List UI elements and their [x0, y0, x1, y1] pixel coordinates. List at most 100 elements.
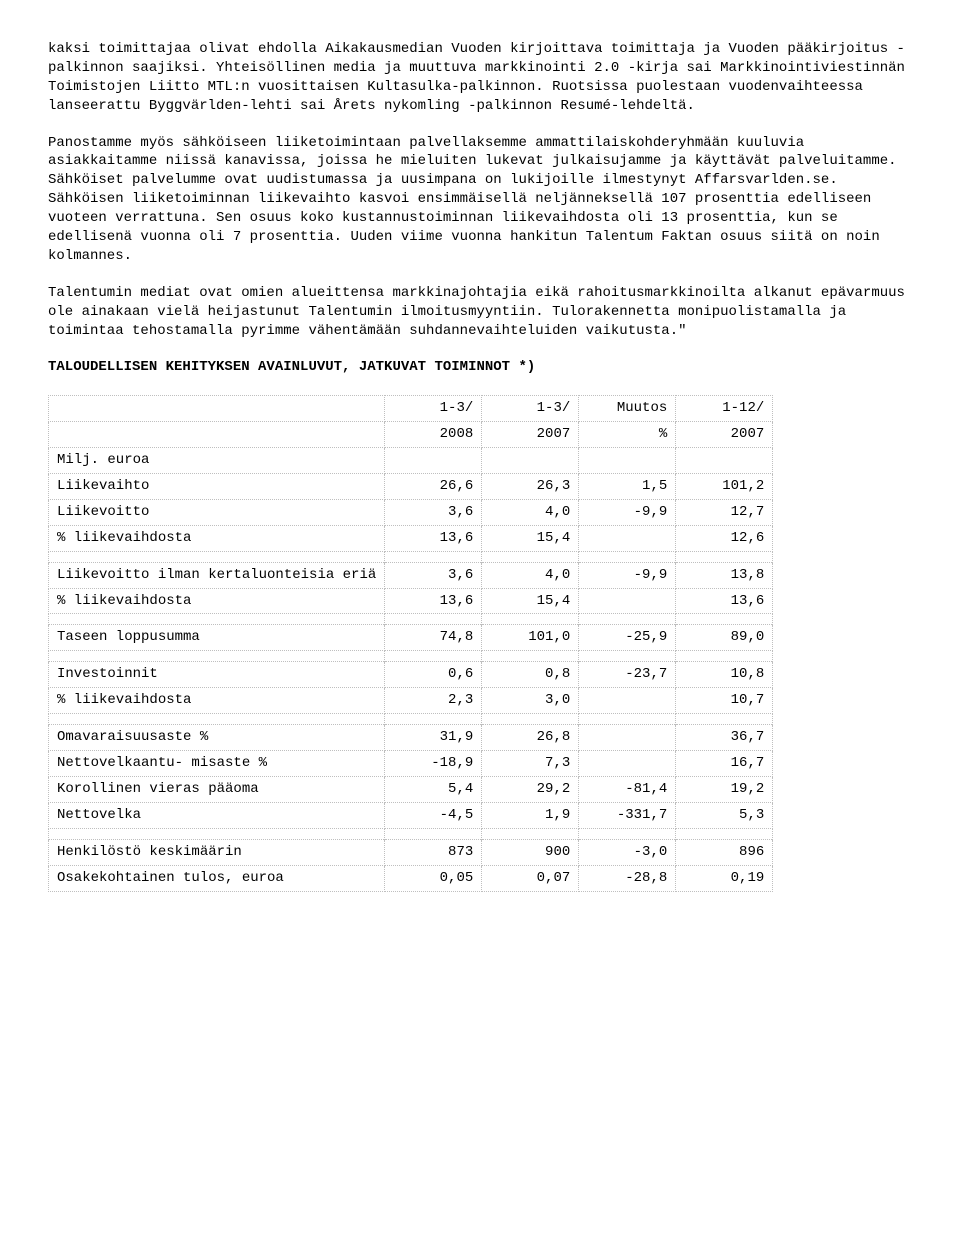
row-val: 3,0 [482, 688, 579, 714]
table-spacer [49, 651, 773, 662]
row-val [676, 448, 773, 474]
table-row: Nettovelkaantu- misaste % -18,9 7,3 16,7 [49, 751, 773, 777]
row-val: 2,3 [385, 688, 482, 714]
row-val: 13,6 [385, 525, 482, 551]
row-val: 896 [676, 839, 773, 865]
row-label: Nettovelkaantu- misaste % [49, 751, 385, 777]
row-val: 0,8 [482, 662, 579, 688]
row-val: 29,2 [482, 776, 579, 802]
table-title: TALOUDELLISEN KEHITYKSEN AVAINLUVUT, JAT… [48, 358, 912, 377]
header-blank-2 [49, 422, 385, 448]
row-val [482, 448, 579, 474]
table-row: Henkilöstö keskimäärin 873 900 -3,0 896 [49, 839, 773, 865]
row-val: 13,6 [676, 588, 773, 614]
row-val: 12,6 [676, 525, 773, 551]
row-label: Omavaraisuusaste % [49, 725, 385, 751]
table-row: % liikevaihdosta 13,6 15,4 13,6 [49, 588, 773, 614]
row-val: 101,0 [482, 625, 579, 651]
row-val: 16,7 [676, 751, 773, 777]
header-col3a: Muutos [579, 396, 676, 422]
row-val: 0,05 [385, 865, 482, 891]
row-val: -9,9 [579, 562, 676, 588]
row-label: % liikevaihdosta [49, 525, 385, 551]
table-row: Investoinnit 0,6 0,8 -23,7 10,8 [49, 662, 773, 688]
header-col3b: % [579, 422, 676, 448]
row-val [579, 751, 676, 777]
row-val [579, 688, 676, 714]
row-label: Osakekohtainen tulos, euroa [49, 865, 385, 891]
row-val: 1,5 [579, 474, 676, 500]
header-col1b: 2008 [385, 422, 482, 448]
row-val: -25,9 [579, 625, 676, 651]
row-val: -331,7 [579, 802, 676, 828]
row-val: 4,0 [482, 499, 579, 525]
row-val: 0,6 [385, 662, 482, 688]
row-val: 0,07 [482, 865, 579, 891]
header-col4b: 2007 [676, 422, 773, 448]
row-val: 15,4 [482, 525, 579, 551]
row-val: 19,2 [676, 776, 773, 802]
row-val: 13,8 [676, 562, 773, 588]
row-val: -28,8 [579, 865, 676, 891]
table-header-row-2: 2008 2007 % 2007 [49, 422, 773, 448]
table-row: Omavaraisuusaste % 31,9 26,8 36,7 [49, 725, 773, 751]
row-val: 10,8 [676, 662, 773, 688]
row-val: 74,8 [385, 625, 482, 651]
row-val: 10,7 [676, 688, 773, 714]
row-val: -18,9 [385, 751, 482, 777]
row-val: 900 [482, 839, 579, 865]
row-val [579, 588, 676, 614]
row-label: Liikevoitto ilman kertaluonteisia eriä [49, 562, 385, 588]
table-row: Taseen loppusumma 74,8 101,0 -25,9 89,0 [49, 625, 773, 651]
row-val: 26,8 [482, 725, 579, 751]
row-val: -3,0 [579, 839, 676, 865]
row-label: Milj. euroa [49, 448, 385, 474]
row-label: Taseen loppusumma [49, 625, 385, 651]
header-blank [49, 396, 385, 422]
row-label: Liikevoitto [49, 499, 385, 525]
row-val: 3,6 [385, 562, 482, 588]
row-val [385, 448, 482, 474]
row-val [579, 725, 676, 751]
body-paragraph-3: Talentumin mediat ovat omien alueittensa… [48, 284, 912, 341]
table-row: Nettovelka -4,5 1,9 -331,7 5,3 [49, 802, 773, 828]
row-label: % liikevaihdosta [49, 588, 385, 614]
row-val: -81,4 [579, 776, 676, 802]
row-label: Korollinen vieras pääoma [49, 776, 385, 802]
row-val: 26,3 [482, 474, 579, 500]
table-row: % liikevaihdosta 2,3 3,0 10,7 [49, 688, 773, 714]
row-val: -23,7 [579, 662, 676, 688]
header-col2b: 2007 [482, 422, 579, 448]
row-label: Henkilöstö keskimäärin [49, 839, 385, 865]
table-header-row-1: 1-3/ 1-3/ Muutos 1-12/ [49, 396, 773, 422]
row-label: Nettovelka [49, 802, 385, 828]
table-row: Korollinen vieras pääoma 5,4 29,2 -81,4 … [49, 776, 773, 802]
row-label: Liikevaihto [49, 474, 385, 500]
table-row: Liikevaihto 26,6 26,3 1,5 101,2 [49, 474, 773, 500]
row-label: % liikevaihdosta [49, 688, 385, 714]
row-val [579, 448, 676, 474]
row-val: 5,3 [676, 802, 773, 828]
row-val: -4,5 [385, 802, 482, 828]
body-paragraph-2: Panostamme myös sähköiseen liiketoiminta… [48, 134, 912, 266]
row-val: 7,3 [482, 751, 579, 777]
table-spacer [49, 828, 773, 839]
row-val: 12,7 [676, 499, 773, 525]
header-col2a: 1-3/ [482, 396, 579, 422]
row-val: 36,7 [676, 725, 773, 751]
row-val: 4,0 [482, 562, 579, 588]
row-label: Investoinnit [49, 662, 385, 688]
row-val: 101,2 [676, 474, 773, 500]
row-val: -9,9 [579, 499, 676, 525]
table-row: Osakekohtainen tulos, euroa 0,05 0,07 -2… [49, 865, 773, 891]
row-val: 3,6 [385, 499, 482, 525]
row-val: 873 [385, 839, 482, 865]
body-paragraph-1: kaksi toimittajaa olivat ehdolla Aikakau… [48, 40, 912, 116]
financial-table: 1-3/ 1-3/ Muutos 1-12/ 2008 2007 % 2007 … [48, 395, 773, 891]
row-val: 26,6 [385, 474, 482, 500]
row-val [579, 525, 676, 551]
table-spacer [49, 614, 773, 625]
row-val: 5,4 [385, 776, 482, 802]
table-spacer [49, 714, 773, 725]
row-val: 89,0 [676, 625, 773, 651]
